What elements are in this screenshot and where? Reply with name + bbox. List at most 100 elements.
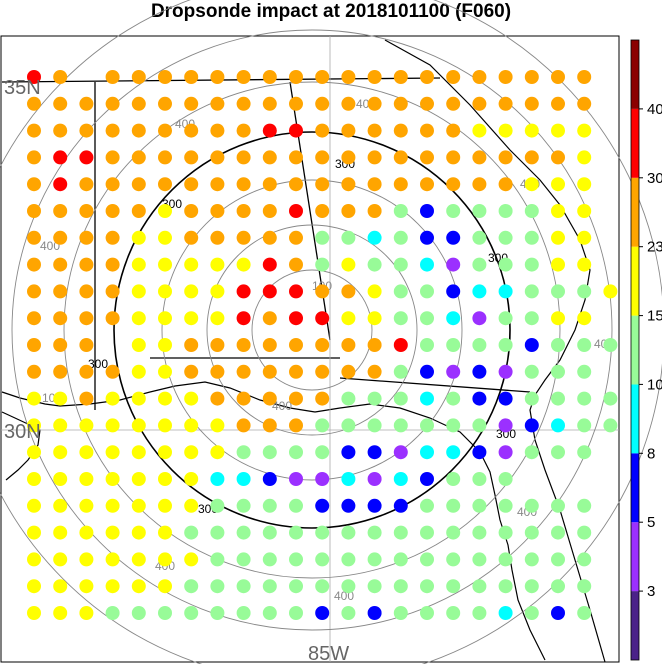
- impact-dot: [472, 445, 487, 460]
- impact-dot: [236, 525, 251, 540]
- impact-dot: [79, 472, 94, 486]
- impact-dot: [289, 123, 303, 138]
- impact-dot: [603, 418, 618, 433]
- colorbar-tick-label: 30: [647, 170, 662, 187]
- impact-dot: [27, 606, 41, 620]
- graticule: [1, 36, 619, 662]
- impact-dot: [551, 284, 565, 299]
- impact-dot: [236, 338, 251, 352]
- impact-dot: [27, 204, 41, 218]
- impact-dot: [184, 606, 199, 620]
- impact-dot: [367, 552, 382, 567]
- impact-dot: [79, 498, 94, 513]
- impact-dot: [236, 123, 251, 138]
- impact-dot: [393, 391, 408, 406]
- impact-dot: [27, 311, 41, 326]
- impact-dot: [315, 257, 330, 272]
- impact-dot: [79, 445, 94, 460]
- impact-dot: [367, 606, 382, 620]
- colorbar-swatch: [631, 384, 639, 454]
- impact-dot: [393, 338, 408, 352]
- impact-dot: [472, 177, 487, 192]
- colorbar-tick-label: 40: [647, 101, 662, 118]
- impact-dot: [446, 445, 461, 460]
- impact-dot: [367, 311, 382, 326]
- impact-dot: [341, 311, 356, 326]
- impact-dot: [105, 123, 120, 138]
- impact-dot: [420, 311, 434, 326]
- impact-dot: [236, 177, 251, 192]
- impact-dot: [210, 177, 225, 192]
- impact-dot: [341, 418, 356, 433]
- impact-dot: [158, 606, 172, 620]
- impact-dot: [367, 525, 382, 540]
- impact-dot: [524, 204, 539, 218]
- impact-dot: [105, 284, 120, 299]
- impact-dot: [131, 445, 146, 460]
- impact-dot: [315, 418, 330, 433]
- impact-dot: [289, 552, 303, 567]
- lon-label-85w: 85W: [308, 643, 349, 664]
- impact-dot: [498, 311, 513, 326]
- impact-dot: [315, 606, 330, 620]
- impact-dot: [210, 230, 225, 245]
- impact-dot: [524, 177, 539, 192]
- impact-dot: [551, 177, 565, 192]
- impact-dot: [53, 123, 68, 138]
- impact-dot: [210, 391, 225, 406]
- impact-dot: [472, 284, 487, 299]
- impact-dot: [498, 338, 513, 352]
- impact-dot: [577, 150, 592, 165]
- impact-dot: [210, 150, 225, 165]
- impact-dot: [184, 391, 199, 406]
- impact-dot: [53, 311, 68, 326]
- impact-dot: [446, 606, 461, 620]
- impact-dot: [262, 257, 277, 272]
- impact-dot: [236, 552, 251, 567]
- impact-dot: [577, 338, 592, 352]
- impact-dot: [158, 364, 172, 379]
- impact-dot: [158, 311, 172, 326]
- impact-dot: [27, 338, 41, 352]
- impact-dot: [210, 418, 225, 433]
- impact-dot: [367, 123, 382, 138]
- impact-dot: [158, 445, 172, 460]
- impact-dot: [131, 579, 146, 594]
- impact-dot: [131, 150, 146, 165]
- impact-dot: [53, 525, 68, 540]
- impact-dot: [53, 418, 68, 433]
- impact-dot: [210, 311, 225, 326]
- impact-dot: [393, 498, 408, 513]
- impact-points: [27, 70, 618, 620]
- impact-dot: [577, 498, 592, 513]
- impact-dot: [131, 177, 146, 192]
- impact-dot: [315, 552, 330, 567]
- impact-dot: [210, 498, 225, 513]
- impact-dot: [472, 150, 487, 165]
- impact-dot: [236, 418, 251, 433]
- impact-dot: [577, 257, 592, 272]
- impact-dot: [53, 150, 68, 165]
- impact-dot: [524, 150, 539, 165]
- colorbar-swatch: [631, 108, 639, 178]
- impact-dot: [446, 525, 461, 540]
- impact-dot: [341, 123, 356, 138]
- impact-dot: [105, 579, 120, 594]
- impact-dot: [262, 311, 277, 326]
- impact-dot: [393, 445, 408, 460]
- impact-dot: [341, 204, 356, 218]
- impact-dot: [236, 391, 251, 406]
- distance-ring: [206, 224, 418, 436]
- impact-dot: [577, 579, 592, 594]
- impact-dot: [524, 70, 539, 84]
- impact-dot: [262, 579, 277, 594]
- impact-dot: [420, 204, 434, 218]
- impact-dot: [262, 70, 277, 84]
- impact-dot: [105, 177, 120, 192]
- impact-dot: [551, 364, 565, 379]
- impact-dot: [446, 123, 461, 138]
- impact-dot: [289, 525, 303, 540]
- impact-dot: [315, 204, 330, 218]
- impact-dot: [341, 391, 356, 406]
- impact-dot: [53, 498, 68, 513]
